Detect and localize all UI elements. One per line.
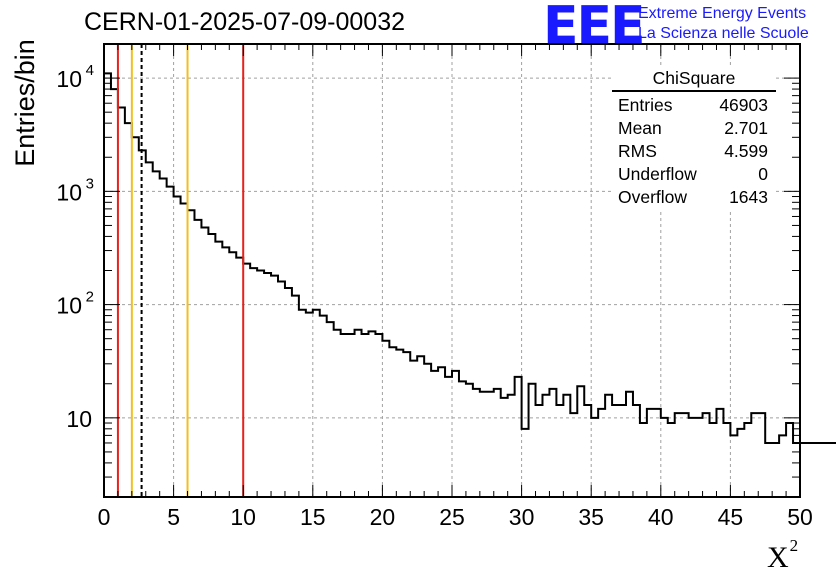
y-tick-label: 10: [56, 293, 82, 319]
x-axis-label: X2: [767, 536, 798, 575]
x-axis-label-exponent: 2: [789, 536, 799, 555]
stats-row-overflow: Overflow 1643: [612, 186, 776, 209]
y-tick-label: 10: [66, 406, 92, 432]
stats-row-entries: Entries 46903: [612, 94, 776, 117]
x-tick-label: 45: [718, 504, 744, 530]
stats-value: 0: [758, 164, 768, 184]
stats-label: Overflow: [618, 187, 688, 207]
x-tick-label: 20: [370, 504, 396, 530]
logo-caption: Extreme Energy Events La Scienza nelle S…: [638, 4, 809, 44]
y-tick-label-exponent: 3: [86, 175, 94, 192]
x-tick-label: 0: [98, 504, 111, 530]
x-tick-label: 25: [439, 504, 465, 530]
x-tick-label: 5: [167, 504, 180, 530]
chart-title: CERN-01-2025-07-09-00032: [84, 8, 406, 36]
stats-box: ChiSquare Entries 46903 Mean 2.701 RMS 4.59…: [612, 68, 776, 209]
histogram-series: [104, 72, 836, 444]
stats-label: Underflow: [618, 164, 697, 184]
stats-row-mean: Mean 2.701: [612, 117, 776, 140]
stats-value: 1643: [729, 187, 768, 207]
x-tick-label: 15: [300, 504, 326, 530]
logo-caption-line1: Extreme Energy Events: [638, 5, 807, 22]
y-tick-label: 10: [56, 179, 82, 205]
y-tick-label-exponent: 4: [86, 62, 94, 79]
y-axis-label: Entries/bin: [10, 39, 40, 167]
x-tick-label: 50: [787, 504, 813, 530]
eee-logo: EEE: [543, 0, 646, 56]
x-tick-label: 40: [648, 504, 674, 530]
stats-value: 46903: [719, 95, 768, 115]
stats-label: Mean: [618, 118, 662, 138]
stats-box-title: ChiSquare: [612, 68, 776, 92]
x-tick-label: 10: [230, 504, 256, 530]
stats-value: 4.599: [724, 141, 768, 161]
stats-label: RMS: [618, 141, 657, 161]
stats-label: Entries: [618, 95, 673, 115]
x-tick-label: 35: [578, 504, 604, 530]
y-tick-label: 10: [56, 66, 82, 92]
stats-value: 2.701: [724, 118, 768, 138]
stats-row-underflow: Underflow 0: [612, 163, 776, 186]
logo-caption-line2: La Scienza nelle Scuole: [638, 25, 809, 42]
x-tick-label: 30: [509, 504, 535, 530]
x-axis-label-base: X: [767, 541, 789, 574]
y-tick-label-exponent: 2: [86, 289, 94, 306]
stats-row-rms: RMS 4.599: [612, 140, 776, 163]
